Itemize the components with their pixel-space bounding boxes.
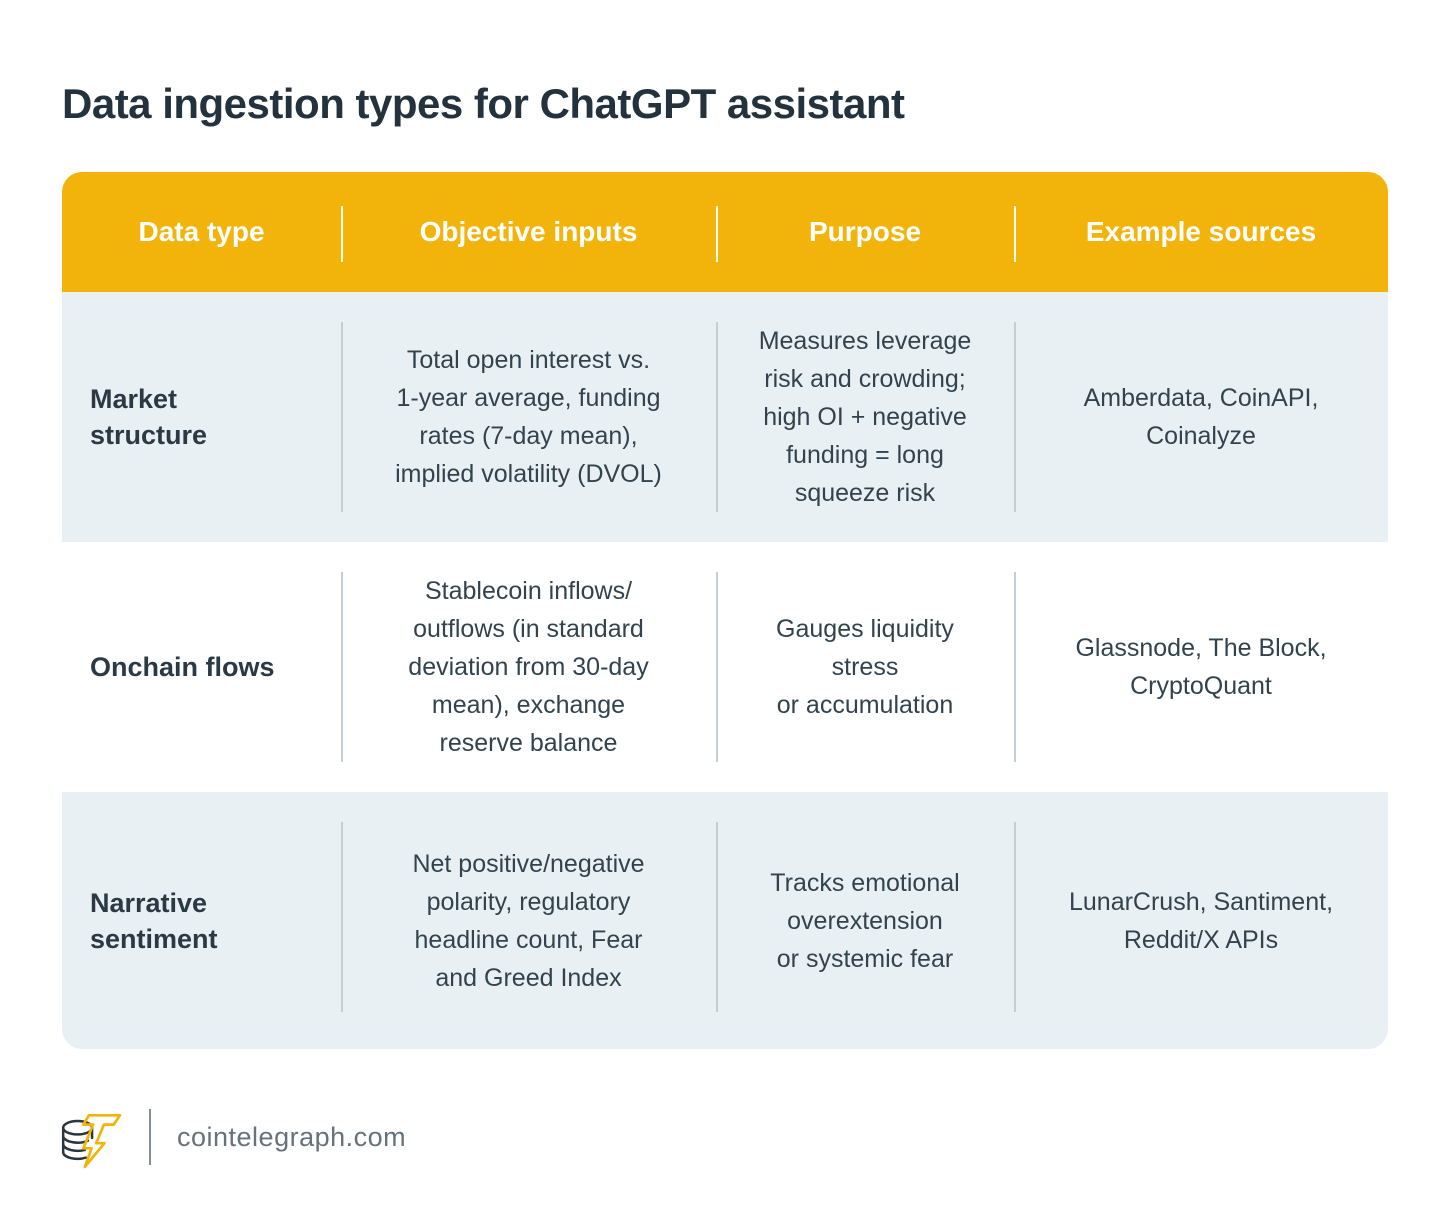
column-divider <box>341 322 343 512</box>
column-divider <box>341 572 343 762</box>
cell-example-sources: Amberdata, CoinAPI, Coinalyze <box>1083 384 1319 450</box>
column-divider <box>716 572 718 762</box>
page-title: Data ingestion types for ChatGPT assista… <box>62 80 905 128</box>
cell-example-sources: Glassnode, The Block, CryptoQuant <box>1075 634 1327 700</box>
header-column-divider <box>716 206 718 262</box>
data-ingestion-table: Data type Objective inputs Purpose Examp… <box>62 172 1388 1049</box>
cell-purpose: Tracks emotional overextension or system… <box>770 868 960 973</box>
footer-divider <box>149 1109 151 1165</box>
table-row-narrative-sentiment: Narrative sentiment Net positive/negativ… <box>62 792 1388 1049</box>
cell-example-sources: LunarCrush, Santiment, Reddit/X APIs <box>1068 887 1334 954</box>
cell-data-type: Narrative sentiment <box>90 887 218 954</box>
column-header-data-type: Data type <box>138 216 265 247</box>
column-divider <box>1014 572 1016 762</box>
header-column-divider <box>341 206 343 262</box>
column-divider <box>341 822 343 1012</box>
column-header-objective-inputs: Objective inputs <box>419 216 638 247</box>
column-divider <box>716 822 718 1012</box>
cointelegraph-logo-icon <box>61 1114 122 1169</box>
table-row-onchain-flows: Onchain flows Stablecoin inflows/ outflo… <box>62 542 1388 792</box>
column-divider <box>1014 322 1016 512</box>
footer: cointelegraph.com <box>57 1102 406 1172</box>
cell-objective-inputs: Total open interest vs. 1-year average, … <box>395 346 662 488</box>
cell-objective-inputs: Stablecoin inflows/ outflows (in standar… <box>408 577 649 757</box>
column-divider <box>1014 822 1016 1012</box>
cell-objective-inputs: Net positive/negative polarity, regulato… <box>412 849 645 992</box>
column-header-purpose: Purpose <box>808 216 922 247</box>
column-header-example-sources: Example sources <box>1085 216 1317 247</box>
table-header-row: Data type Objective inputs Purpose Examp… <box>62 172 1388 292</box>
column-divider <box>716 322 718 512</box>
cell-purpose: Measures leverage risk and crowding; hig… <box>758 327 972 507</box>
cell-purpose: Gauges liquidity stress or accumulation <box>776 615 954 719</box>
cell-data-type: Market structure <box>90 384 208 450</box>
site-name: cointelegraph.com <box>177 1121 407 1152</box>
cell-data-type: Onchain flows <box>90 652 275 682</box>
header-column-divider <box>1014 206 1016 262</box>
table-row-market-structure: Market structure Total open interest vs.… <box>62 292 1388 542</box>
